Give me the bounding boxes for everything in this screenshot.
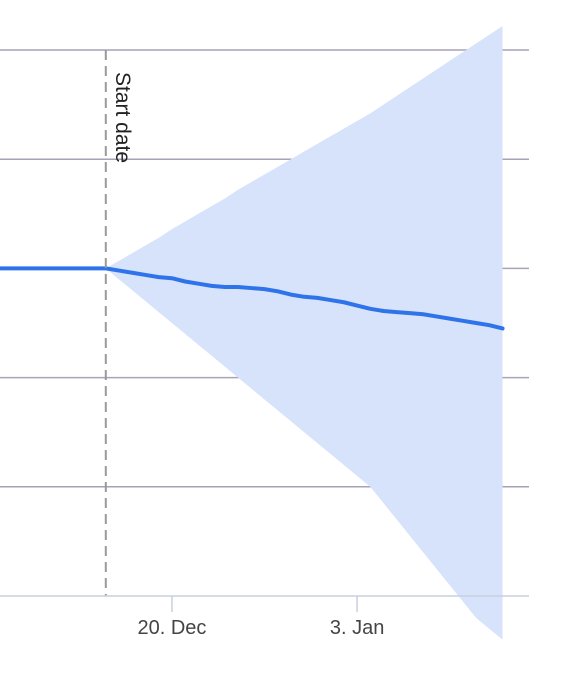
forecast-line-layer [0, 266, 505, 331]
x-tick-label-1: 3. Jan [330, 617, 384, 639]
forecast-line [0, 266, 505, 331]
confidence-band [105, 25, 503, 640]
start-date-plotline-layer: Start date [104, 50, 134, 596]
start-date-label: Start date [111, 72, 134, 163]
x-tick-label-0: 20. Dec [137, 617, 206, 639]
x-axis: 20. Dec 3. Jan [0, 595, 529, 639]
confidence-band-layer [105, 25, 503, 640]
